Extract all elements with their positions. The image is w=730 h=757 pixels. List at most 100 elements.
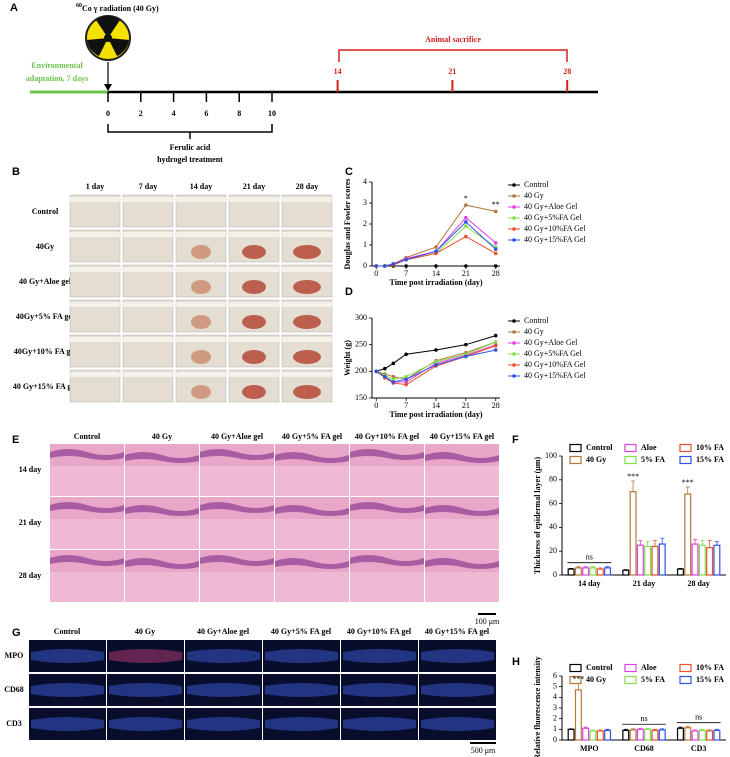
bar: [589, 730, 597, 741]
photo-lesion: [293, 350, 321, 364]
y-tick-label: 6: [553, 671, 557, 680]
data-point: [434, 348, 438, 352]
x-axis-label: Time post irradiation (day): [390, 278, 483, 287]
y-tick-label: 100: [545, 451, 557, 460]
photo-ruler: [282, 197, 332, 202]
day-label: 0: [106, 109, 110, 118]
data-point: [404, 374, 408, 379]
legend-label: Aloe: [641, 663, 657, 672]
significance: ***: [627, 472, 639, 481]
data-point: [404, 377, 408, 382]
y-tick-label: 40: [549, 522, 557, 531]
data-point: [404, 382, 408, 387]
legend-marker: [512, 374, 516, 378]
legend-label: 40 Gy+15%FA Gel: [524, 235, 586, 244]
photo-lesion: [242, 350, 266, 364]
panel-label: E: [12, 434, 19, 446]
legend-swatch: [679, 675, 692, 685]
error-bar: [605, 728, 610, 731]
treatment-bracket: [107, 124, 273, 139]
legend-label: 15% FA: [696, 455, 724, 464]
data-point: [493, 251, 498, 256]
bar: [596, 568, 604, 576]
x-axis-label: Time post irradiation (day): [390, 410, 483, 419]
y-tick-label: 4: [553, 692, 557, 701]
column-header: 28 day: [296, 182, 318, 191]
error-bar: [700, 540, 705, 546]
data-point: [493, 333, 498, 338]
y-axis-label: Weight (g): [343, 340, 352, 376]
error-bar: [598, 729, 603, 731]
bar: [582, 567, 590, 576]
scale-label: 500 μm: [471, 746, 496, 755]
sacrifice-bracket: [338, 49, 568, 62]
error-bar: [590, 566, 595, 568]
bar: [684, 727, 692, 741]
x-tick-label: 14: [432, 401, 440, 410]
legend-label: 40 Gy+Aloe Gel: [524, 202, 578, 211]
legend-label: Control: [586, 443, 613, 452]
legend-label: Aloe: [641, 443, 657, 452]
day-label: 28: [563, 67, 571, 76]
y-axis-label: Douglas and Fowler scores: [343, 178, 352, 269]
column-header: 40 Gy+Aloe gel: [211, 432, 264, 441]
legend-marker: [512, 216, 516, 220]
significance: *: [464, 194, 468, 203]
legend-label: 40 Gy+15%FA Gel: [524, 371, 586, 380]
error-bar: [652, 540, 657, 547]
photo-lesion: [242, 245, 266, 259]
photo-ruler: [70, 232, 120, 237]
y-tick-label: 2: [553, 713, 557, 722]
tissue-strip: [109, 683, 182, 697]
error-bar: [631, 480, 636, 492]
column-header: Control: [74, 432, 101, 441]
data-point: [434, 249, 438, 254]
row-label: CD3: [6, 719, 22, 728]
legend-swatch: [624, 675, 637, 685]
legend-marker: [512, 205, 516, 209]
row-label: Control: [32, 207, 59, 216]
tissue-strip: [265, 683, 338, 697]
treatment-label: hydrogel treatment: [157, 155, 223, 164]
dermis: [200, 572, 274, 602]
y-axis-label: Thickness of epidermal layer (μm): [533, 457, 542, 575]
error-bar: [678, 726, 683, 729]
photo-lesion: [293, 280, 321, 294]
column-header: 40 Gy+5% FA gel: [271, 627, 332, 636]
bar: [589, 567, 597, 576]
y-tick-label: 5: [553, 681, 557, 690]
row-label: MPO: [5, 651, 24, 660]
error-bar: [693, 729, 698, 731]
error-bar: [645, 541, 650, 547]
photo-lesion: [293, 315, 321, 329]
error-bar: [685, 726, 690, 728]
legend-marker: [512, 341, 516, 345]
bar: [629, 491, 637, 576]
legend-swatch: [679, 443, 692, 453]
day-label: 8: [237, 109, 241, 118]
data-point: [374, 264, 379, 268]
x-tick-label: 7: [404, 269, 408, 278]
day-label: 14: [334, 67, 342, 76]
error-bar: [623, 728, 628, 731]
y-tick-label: 3: [363, 198, 367, 207]
bar: [604, 729, 612, 741]
bar: [658, 543, 666, 576]
photo-ruler: [70, 267, 120, 272]
photo-ruler: [229, 232, 279, 237]
day-label: 21: [448, 67, 456, 76]
x-tick-label: 14: [432, 269, 440, 278]
sacrifice-label: Animal sacrifice: [425, 35, 481, 44]
epidermis: [275, 452, 349, 463]
photo-ruler: [123, 232, 173, 237]
dermis: [50, 466, 124, 496]
photo-lesion: [242, 315, 266, 329]
photo-ruler: [282, 337, 332, 342]
legend-marker: [512, 238, 516, 242]
data-point: [464, 224, 468, 228]
bar: [651, 729, 659, 741]
row-label: 40Gy+10% FA gel: [14, 347, 77, 356]
error-bar: [605, 566, 610, 568]
legend-swatch: [624, 443, 637, 453]
